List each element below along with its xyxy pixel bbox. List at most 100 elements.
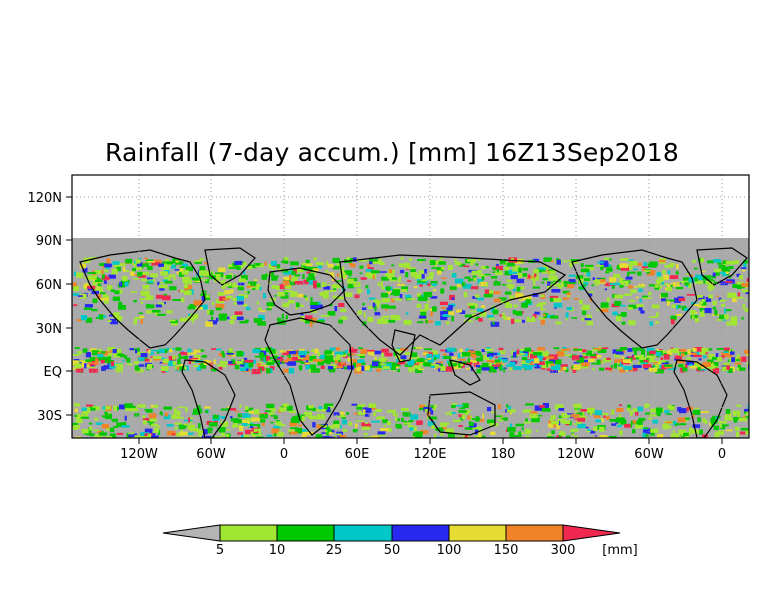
- precip-cell: [505, 303, 512, 308]
- precip-cell: [431, 267, 438, 269]
- precip-cell: [413, 426, 417, 432]
- precip-cell: [533, 280, 536, 286]
- precip-cell: [600, 308, 609, 313]
- precip-cell: [276, 264, 281, 269]
- precip-cell: [305, 315, 313, 320]
- precip-cell: [251, 369, 261, 375]
- precip-cell: [249, 424, 258, 426]
- precip-cell: [158, 348, 165, 353]
- precip-cell: [516, 278, 525, 284]
- precip-cell: [426, 276, 433, 280]
- precip-cell: [283, 258, 289, 264]
- precip-cell: [700, 309, 702, 312]
- precip-cell: [431, 282, 437, 287]
- precip-cell: [594, 347, 601, 350]
- precip-cell: [161, 266, 170, 270]
- precip-cell: [417, 368, 425, 371]
- precip-cell: [245, 306, 251, 311]
- precip-cell: [407, 280, 412, 283]
- precip-cell: [627, 404, 631, 410]
- precip-cell: [177, 406, 186, 409]
- precip-cell: [343, 366, 350, 370]
- precip-cell: [532, 258, 540, 262]
- precip-cell: [295, 305, 298, 310]
- precip-cell: [487, 419, 496, 424]
- precip-cell: [551, 420, 560, 425]
- precip-cell: [494, 415, 503, 418]
- precip-cell: [619, 362, 624, 367]
- precip-cell: [245, 409, 252, 412]
- precip-cell: [477, 259, 481, 261]
- precip-cell: [205, 435, 212, 438]
- precip-cell: [502, 315, 507, 321]
- precip-cell: [546, 368, 555, 371]
- precip-cell: [637, 354, 644, 358]
- precip-cell: [468, 276, 471, 282]
- precip-cell: [357, 359, 365, 363]
- precip-cell: [629, 367, 638, 372]
- precip-cell: [291, 277, 298, 282]
- precip-cell: [712, 306, 717, 310]
- precip-cell: [480, 435, 486, 438]
- precip-cell: [112, 296, 120, 301]
- precip-cell: [234, 425, 242, 428]
- precip-cell: [102, 294, 108, 298]
- precip-cell: [525, 299, 531, 304]
- precip-cell: [586, 271, 591, 277]
- precip-cell: [430, 296, 438, 299]
- precip-cell: [405, 294, 412, 298]
- precip-cell: [134, 365, 140, 371]
- precip-cell: [101, 424, 110, 429]
- precip-cell: [270, 414, 275, 417]
- precip-cell: [467, 415, 471, 420]
- precip-cell: [271, 261, 277, 266]
- precip-cell: [243, 434, 250, 438]
- precip-cell: [279, 407, 287, 412]
- precip-cell: [207, 427, 213, 431]
- precip-cell: [112, 349, 117, 354]
- precip-cell: [194, 278, 200, 283]
- precip-cell: [337, 354, 347, 357]
- precip-cell: [451, 316, 454, 322]
- precip-cell: [714, 431, 720, 437]
- precip-cell: [101, 269, 104, 275]
- precip-cell: [418, 315, 427, 319]
- precip-cell: [283, 359, 289, 363]
- precip-cell: [386, 319, 396, 323]
- precip-cell: [352, 257, 357, 262]
- precip-cell: [232, 315, 241, 320]
- precip-cell: [464, 427, 474, 430]
- precip-cell: [648, 417, 652, 420]
- precip-cell: [100, 297, 109, 301]
- precip-cell: [342, 429, 348, 432]
- precip-cell: [179, 352, 188, 356]
- precip-cell: [337, 273, 340, 277]
- precip-cell: [166, 261, 173, 265]
- precip-cell: [252, 288, 256, 290]
- precip-cell: [625, 276, 633, 280]
- precip-cell: [490, 321, 500, 327]
- precip-cell: [255, 286, 260, 290]
- precip-cell: [553, 347, 560, 350]
- precip-cell: [594, 410, 603, 416]
- precip-cell: [582, 411, 585, 415]
- precip-cell: [454, 436, 461, 438]
- precip-cell: [530, 413, 538, 419]
- precip-cell: [297, 293, 304, 298]
- precip-cell: [640, 310, 645, 314]
- precip-cell: [655, 363, 660, 369]
- precip-cell: [162, 358, 169, 363]
- x-tick-label: 120W: [557, 447, 595, 462]
- precip-cell: [522, 364, 528, 369]
- precip-cell: [672, 429, 675, 433]
- precip-cell: [680, 353, 685, 357]
- precip-cell: [312, 268, 319, 272]
- precip-cell: [486, 366, 495, 371]
- precip-cell: [583, 353, 586, 356]
- precip-cell: [377, 367, 385, 370]
- precip-cell: [538, 361, 545, 365]
- precip-cell: [556, 425, 560, 430]
- precip-cell: [240, 263, 246, 267]
- precip-cell: [637, 419, 643, 425]
- precip-cell: [248, 410, 256, 414]
